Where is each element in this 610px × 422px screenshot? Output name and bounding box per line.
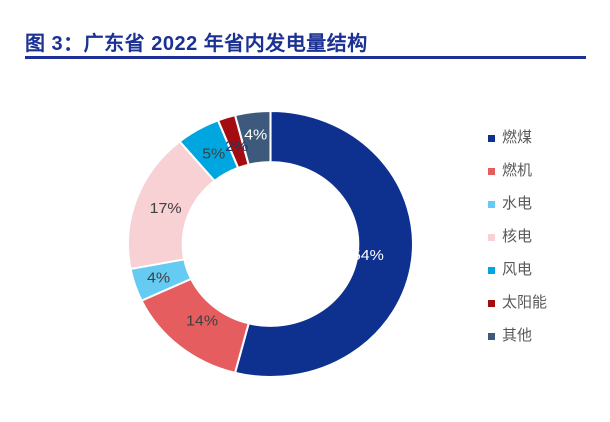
legend-item-nuclear: 核电 xyxy=(488,227,547,247)
donut-chart: 54%14%4%17%5% 2%4% xyxy=(128,111,413,377)
slice-label-coal: 54% xyxy=(352,247,384,263)
legend-label-wind: 风电 xyxy=(502,261,533,278)
legend-label-gas-turbine: 燃机 xyxy=(502,162,533,179)
legend-label-coal: 燃煤 xyxy=(502,129,533,146)
slice-label-solar: 2% xyxy=(225,139,248,155)
slice-label-other: 4% xyxy=(244,127,267,143)
legend-marker-other xyxy=(488,332,495,340)
slice-label-wind: 5% xyxy=(202,146,225,162)
legend-item-coal: 燃煤 xyxy=(488,128,547,148)
slice-label-nuclear: 17% xyxy=(150,201,182,217)
legend-marker-gas-turbine xyxy=(488,167,495,175)
legend-marker-hydro xyxy=(488,200,495,208)
legend-item-other: 其他 xyxy=(488,326,547,346)
legend-marker-wind xyxy=(488,266,495,274)
legend-item-solar: 太阳能 xyxy=(488,293,547,313)
legend-label-nuclear: 核电 xyxy=(502,228,533,245)
donut-slice-coal xyxy=(234,111,413,377)
legend-item-wind: 风电 xyxy=(488,260,547,280)
donut-slice-other xyxy=(234,111,272,166)
legend-item-gas-turbine: 燃机 xyxy=(488,161,547,181)
legend-label-other: 其他 xyxy=(502,327,533,344)
slice-label-gas-turbine: 14% xyxy=(186,313,218,329)
legend: 燃煤燃机水电核电风电太阳能其他 xyxy=(488,128,547,346)
figure-title: 图 3：广东省 2022 年省内发电量结构 xyxy=(25,33,368,55)
legend-marker-coal xyxy=(488,134,495,142)
legend-label-solar: 太阳能 xyxy=(502,294,548,311)
legend-marker-nuclear xyxy=(488,233,495,241)
slice-label-hydro: 4% xyxy=(147,270,170,286)
legend-item-hydro: 水电 xyxy=(488,194,547,214)
legend-label-hydro: 水电 xyxy=(502,195,533,212)
legend-marker-solar xyxy=(488,299,495,307)
title-underline xyxy=(25,56,586,59)
